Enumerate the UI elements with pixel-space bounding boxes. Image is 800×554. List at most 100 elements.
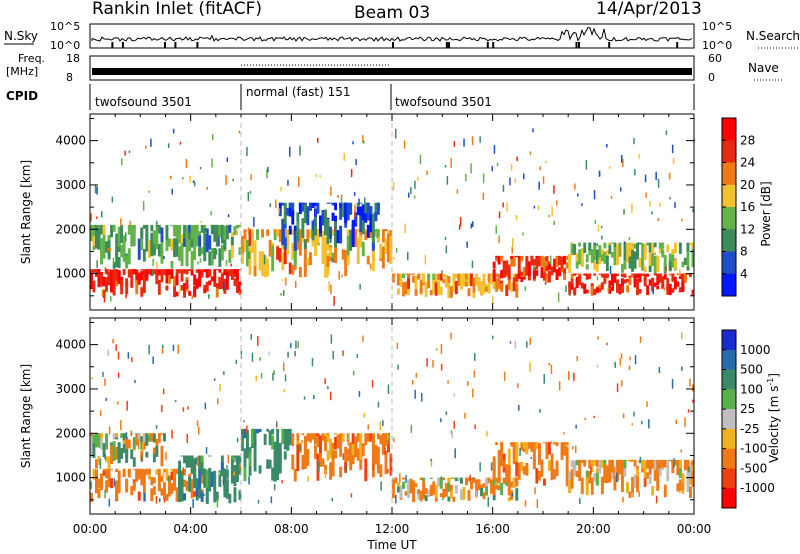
echo-cell <box>268 239 272 257</box>
echo-cell <box>648 250 652 269</box>
echo-cell <box>152 447 156 455</box>
echo-cell <box>155 446 159 457</box>
echo-cell <box>90 492 93 502</box>
echo-cell <box>263 255 267 278</box>
echo-cell <box>117 470 121 490</box>
echo-point <box>276 422 278 426</box>
echo-point <box>152 356 154 364</box>
echo-cell <box>384 238 388 254</box>
echo-cell <box>658 273 662 276</box>
echo-cell <box>344 252 348 276</box>
echo-cell <box>213 470 217 491</box>
echo-cell <box>404 491 408 496</box>
echo-cell <box>492 477 496 487</box>
echo-point <box>257 336 259 346</box>
echo-cell <box>198 455 202 471</box>
echo-point <box>574 183 576 190</box>
echo-point <box>350 169 353 177</box>
echo-cell <box>271 467 275 481</box>
colorbar-swatch <box>722 468 736 489</box>
echo-cell <box>120 433 124 438</box>
echo-cell <box>291 454 295 470</box>
echo-cell <box>558 267 562 277</box>
echo-cell <box>631 459 635 461</box>
echo-cell <box>616 243 619 256</box>
echo-cell <box>326 202 330 204</box>
echo-cell <box>326 433 330 435</box>
echo-point <box>426 170 428 176</box>
echo-cell <box>467 491 471 501</box>
echo-cell <box>653 242 657 248</box>
echo-point <box>128 150 131 154</box>
echo-cell <box>374 446 378 465</box>
echo-point <box>553 185 555 194</box>
echo-cell <box>268 430 272 446</box>
echo-cell <box>447 276 451 284</box>
echo-cell <box>492 269 496 282</box>
echo-cell <box>580 282 584 289</box>
echo-cell <box>598 245 602 261</box>
colorbar-tick-label: 24 <box>740 156 755 170</box>
echo-cell <box>626 242 630 258</box>
echo-point <box>330 233 332 243</box>
echo-cell <box>173 284 177 298</box>
echo-cell <box>190 224 194 240</box>
echo-cell <box>603 251 607 264</box>
echo-point <box>161 404 163 413</box>
echo-point <box>299 145 301 156</box>
echo-cell <box>185 279 189 289</box>
echo-cell <box>142 433 146 442</box>
echo-cell <box>535 468 539 484</box>
echo-point <box>354 204 356 212</box>
echo-cell <box>563 268 567 274</box>
echo-cell <box>545 273 549 283</box>
echo-cell <box>616 273 619 276</box>
echo-cell <box>329 438 333 459</box>
station-title: Rankin Inlet (fitACF) <box>92 0 262 19</box>
echo-cell <box>142 277 146 294</box>
echo-cell <box>100 433 104 450</box>
echo-cell <box>417 273 421 280</box>
echo-point <box>192 499 194 508</box>
echo-cell <box>663 273 667 280</box>
echo-cell <box>593 245 597 260</box>
echo-cell <box>465 273 468 285</box>
echo-point <box>105 397 107 401</box>
echo-cell <box>170 470 174 481</box>
echo-cell <box>673 276 677 286</box>
echo-cell <box>381 433 385 450</box>
echo-point <box>649 200 651 207</box>
echo-cell <box>243 428 247 439</box>
echo-cell <box>291 202 295 217</box>
colorbar-tick-label: 1000 <box>740 343 771 357</box>
echo-cell <box>472 477 476 479</box>
echo-cell <box>507 484 511 496</box>
echo-cell <box>548 264 551 270</box>
echo-point <box>205 231 207 234</box>
echo-cell <box>668 459 672 461</box>
colorbar-swatch <box>722 349 736 370</box>
echo-cell <box>417 492 421 500</box>
echo-point <box>191 295 193 299</box>
echo-point <box>495 225 497 234</box>
echo-cell <box>145 234 149 252</box>
echo-cell <box>595 472 599 486</box>
echo-point <box>689 378 691 387</box>
echo-point <box>581 203 583 206</box>
echo-cell <box>570 273 574 279</box>
echo-cell <box>170 269 174 279</box>
echo-point <box>99 410 102 417</box>
echo-cell <box>344 202 348 224</box>
cpid-segment-2: normal (fast) 151 <box>246 85 350 99</box>
echo-point <box>179 141 182 145</box>
echo-cell <box>598 284 602 289</box>
echo-point <box>263 254 266 265</box>
echo-cell <box>487 282 491 294</box>
echo-cell <box>251 428 255 445</box>
echo-cell <box>475 479 479 489</box>
echo-cell <box>233 487 237 503</box>
echo-point <box>112 257 115 264</box>
echo-cell <box>200 224 204 233</box>
echo-cell <box>351 437 355 456</box>
echo-cell <box>175 239 179 255</box>
